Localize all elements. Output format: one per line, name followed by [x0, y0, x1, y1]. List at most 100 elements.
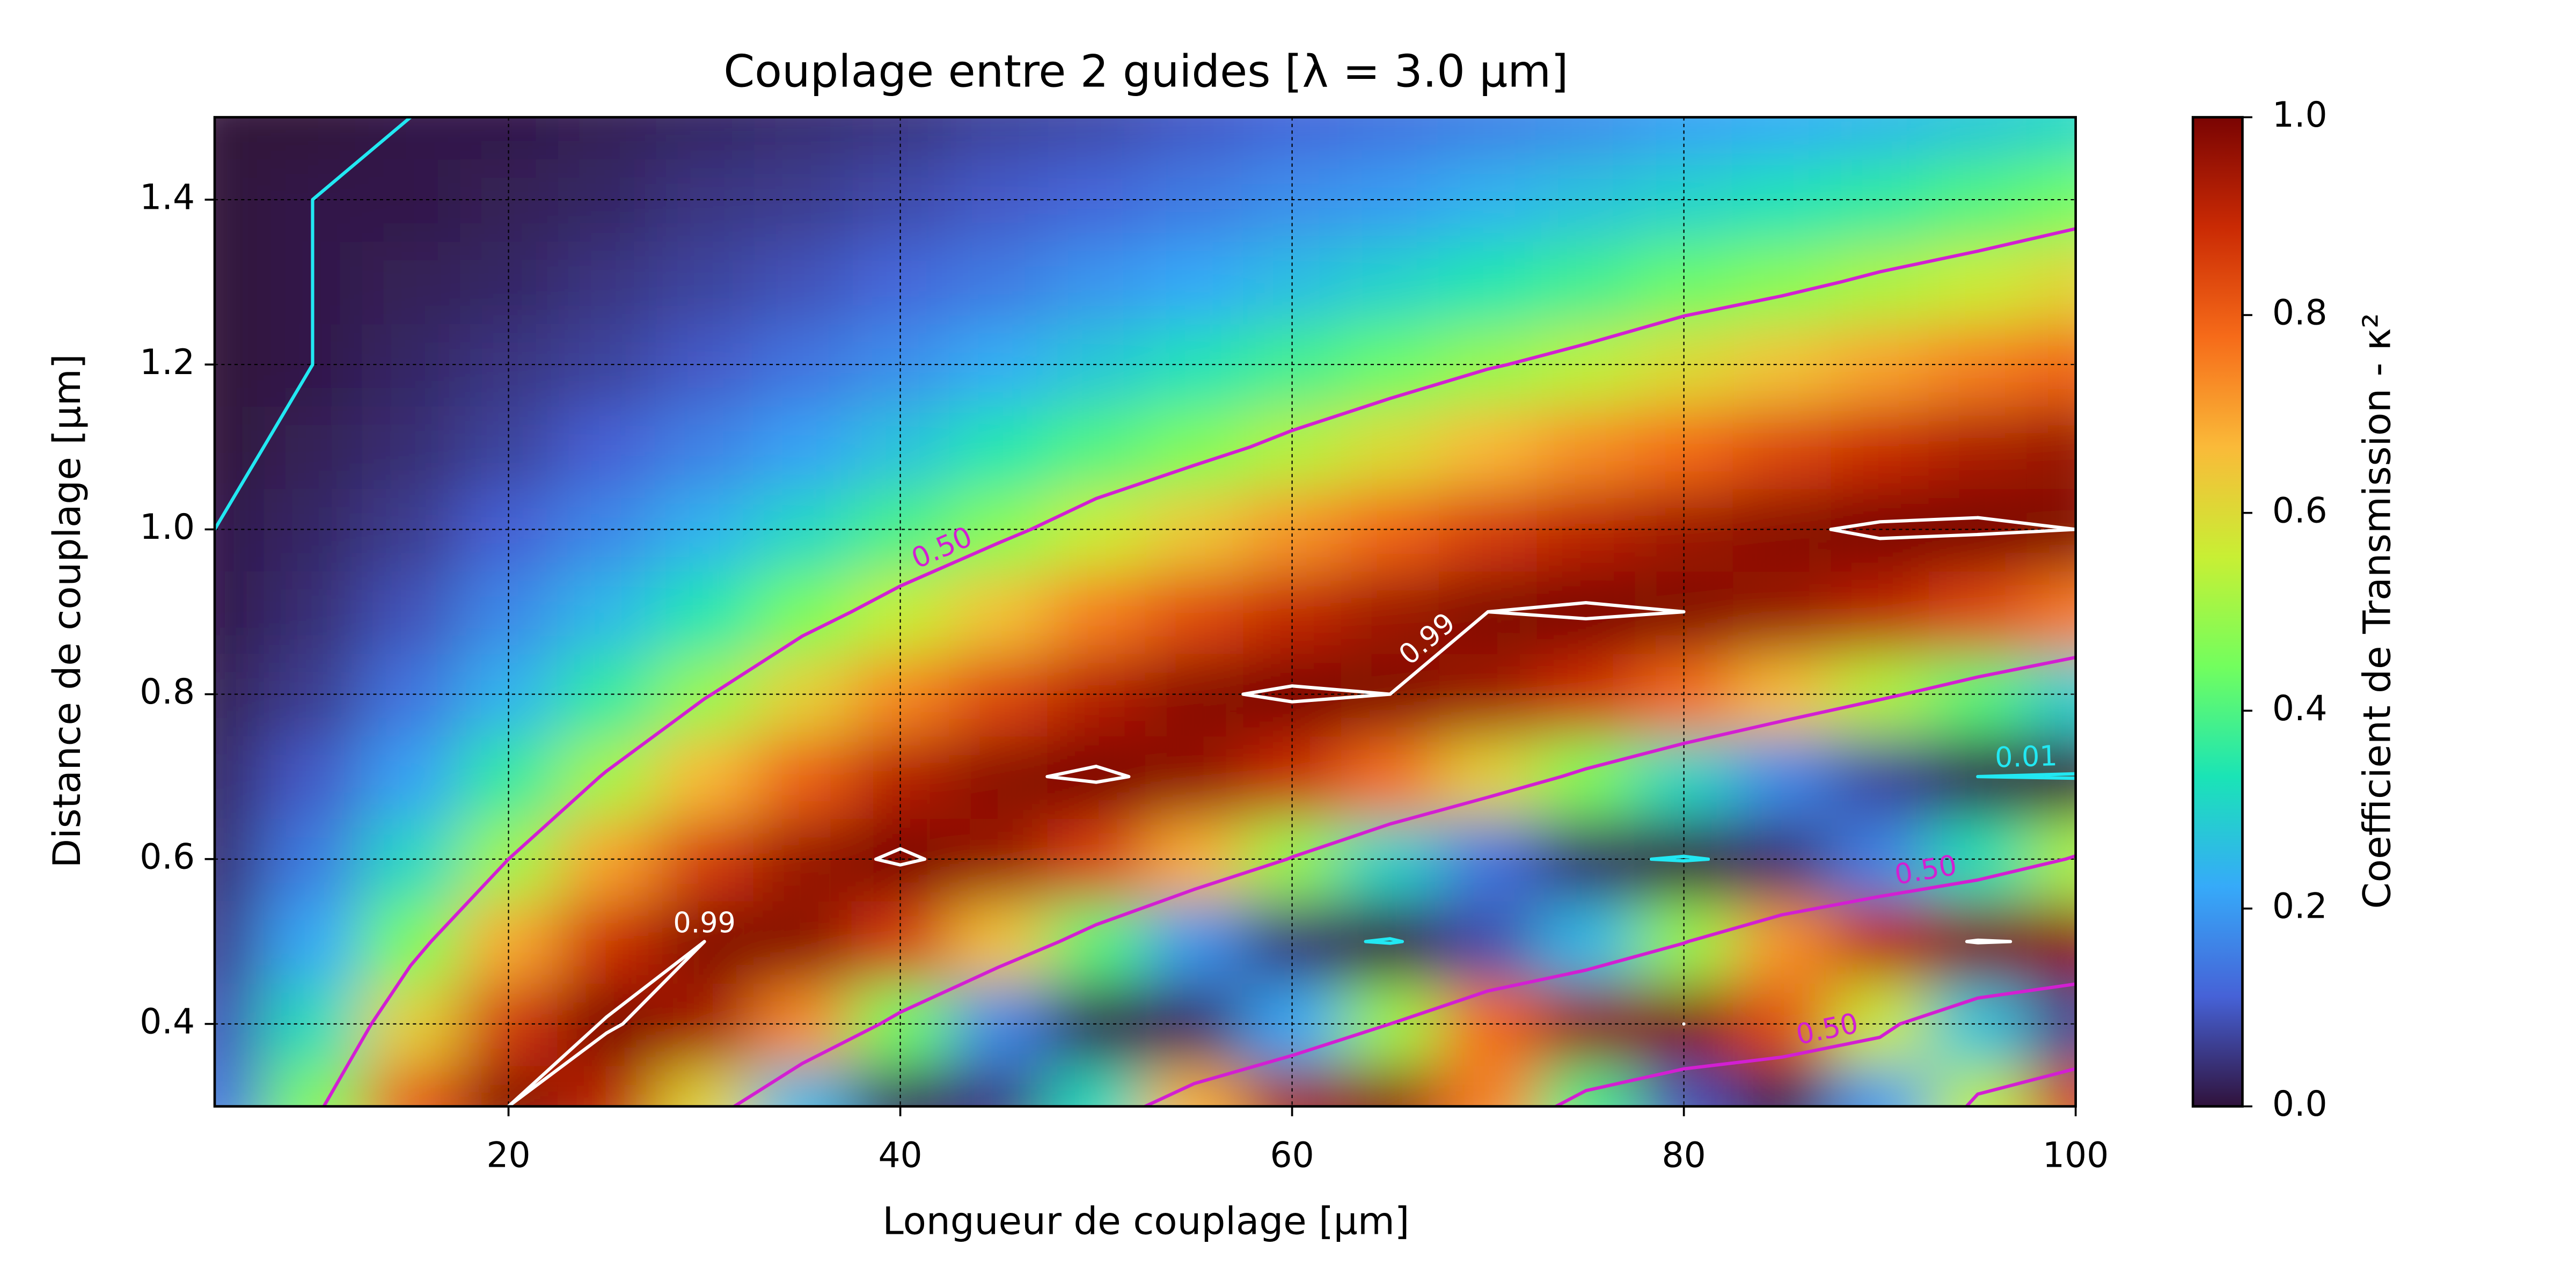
x-tick-label: 60 — [1270, 1136, 1314, 1176]
y-tick-label: 1.2 — [140, 342, 195, 383]
heatmap-cell — [215, 240, 265, 325]
heatmap-cell — [1732, 570, 1832, 654]
heatmap-cell — [1341, 735, 1440, 819]
heatmap-cell — [1536, 1065, 1636, 1107]
heatmap-cell — [1341, 570, 1440, 654]
heatmap-cell — [215, 900, 265, 984]
heatmap-cell — [264, 983, 363, 1066]
heatmap-cell — [1145, 900, 1245, 984]
heatmap-cell — [215, 117, 265, 160]
heatmap-cell — [1928, 117, 2028, 160]
heatmap-cell — [1928, 570, 2028, 654]
heatmap-cell — [1536, 570, 1636, 654]
heatmap-cell — [1928, 406, 2028, 489]
heatmap-cell — [949, 1065, 1049, 1107]
heatmap-cell — [1047, 323, 1146, 407]
heatmap-cell — [949, 817, 1049, 902]
heatmap-cell — [459, 1065, 559, 1107]
x-axis-label: Longueur de couplage [μm] — [882, 1199, 1409, 1243]
heatmap-cell — [1439, 900, 1538, 984]
heatmap-cell — [949, 406, 1049, 489]
contour-label: 0.01 — [1994, 740, 2058, 774]
y-tick-label: 0.4 — [140, 1002, 195, 1042]
heatmap-cell — [361, 817, 461, 902]
heatmap-cell — [1145, 735, 1245, 819]
contour-line — [215, 117, 2076, 945]
heatmap-cell — [2026, 406, 2076, 489]
heatmap-cell — [949, 570, 1049, 654]
heatmap-cell — [1439, 983, 1538, 1066]
heatmap-cell — [1831, 570, 1930, 654]
heatmap-cell — [655, 240, 755, 325]
heatmap-cell — [1536, 488, 1636, 572]
heatmap-cell — [1047, 570, 1146, 654]
y-tick-label: 0.8 — [140, 672, 195, 712]
y-tick-label: 0.6 — [140, 837, 195, 877]
heatmap-cell — [1536, 817, 1636, 902]
heatmap-cell — [1047, 406, 1146, 489]
heatmap-cell — [1831, 117, 1930, 160]
heatmap-cell — [264, 117, 363, 160]
heatmap-cell — [1536, 323, 1636, 407]
heatmap-cell — [215, 735, 265, 819]
heatmap-cell — [1928, 240, 2028, 325]
heatmap-cell — [851, 1065, 950, 1107]
heatmap-cell — [264, 1065, 363, 1107]
heatmap-cell — [949, 653, 1049, 737]
heatmap-cell — [361, 653, 461, 737]
heatmap-cell — [1439, 1065, 1538, 1107]
heatmap-cell — [361, 406, 461, 489]
heatmap-cell — [361, 1065, 461, 1107]
heatmap-cell — [949, 323, 1049, 407]
heatmap-cell — [264, 817, 363, 902]
heatmap-cell — [753, 406, 853, 489]
heatmap-cell — [361, 323, 461, 407]
heatmap-cell — [949, 735, 1049, 819]
heatmap-cell — [1732, 117, 1832, 160]
heatmap-cell — [1536, 406, 1636, 489]
heatmap-cell — [264, 900, 363, 984]
heatmap-cell — [1439, 323, 1538, 407]
heatmap-cell — [1341, 406, 1440, 489]
heatmap-cell — [1439, 817, 1538, 902]
heatmap-cell — [557, 735, 657, 819]
axes: 20 40 60 80 100 0.4 0.6 0.8 1.0 1.2 1.4 0.0 0.2 0.4 0.… — [140, 95, 2327, 1175]
heatmap-cell — [557, 117, 657, 160]
heatmap-cell — [753, 570, 853, 654]
heatmap-cell — [1341, 117, 1440, 160]
colorbar-tick-label: 0.0 — [2272, 1084, 2328, 1124]
heatmap — [215, 117, 2076, 1107]
heatmap-cell — [361, 900, 461, 984]
heatmap-cell — [1243, 1065, 1342, 1107]
heatmap-cell — [753, 117, 853, 160]
heatmap-cell — [1536, 240, 1636, 325]
heatmap-cell — [361, 570, 461, 654]
heatmap-cell — [361, 158, 461, 242]
heatmap-cell — [1831, 735, 1930, 819]
heatmap-cell — [1536, 653, 1636, 737]
contour-line — [507, 516, 2076, 1107]
heatmap-cell — [557, 240, 657, 325]
heatmap-cell — [215, 406, 265, 489]
heatmap-cell — [1439, 240, 1538, 325]
heatmap-cell — [655, 406, 755, 489]
heatmap-cell — [1439, 158, 1538, 242]
heatmap-cell — [215, 570, 265, 654]
heatmap-cell — [1145, 570, 1245, 654]
heatmap-cell — [655, 117, 755, 160]
heatmap-cell — [949, 240, 1049, 325]
x-tick-label: 40 — [878, 1136, 922, 1176]
heatmap-cell — [557, 406, 657, 489]
heatmap-cell — [1732, 406, 1832, 489]
heatmap-cell — [264, 735, 363, 819]
heatmap-cell — [655, 735, 755, 819]
heatmap-cell — [557, 1065, 657, 1107]
heatmap-cell — [1047, 117, 1146, 160]
heatmap-cell — [753, 240, 853, 325]
y-tick-label: 1.0 — [140, 507, 195, 547]
heatmap-cell — [557, 900, 657, 984]
x-tick-label: 100 — [2043, 1136, 2109, 1176]
chart-title: Couplage entre 2 guides [λ = 3.0 μm] — [723, 45, 1568, 97]
